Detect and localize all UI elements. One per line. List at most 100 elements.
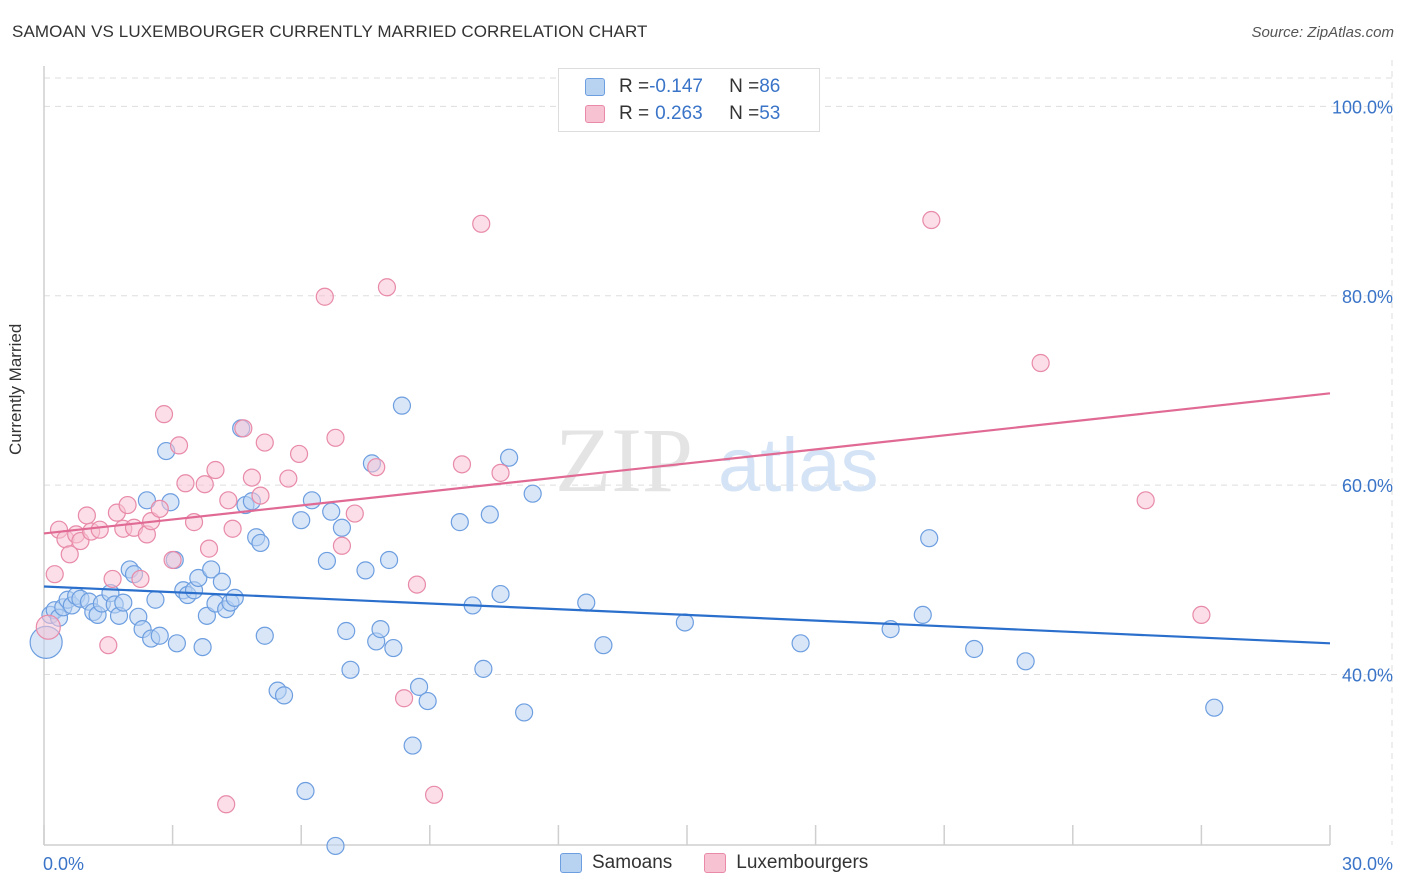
legend-r-value: -0.147 [649,76,703,97]
luxembourgers-point [424,785,444,804]
legend-r-value: 0.263 [655,103,703,124]
x-tick-label: 0.0% [43,854,84,874]
samoans-point [356,561,375,580]
luxembourgers-point [289,444,309,464]
luxembourgers-point [367,458,386,477]
luxembourgers-point [1192,605,1211,625]
luxembourgers-point [377,278,397,297]
luxembourgers-point [199,539,219,558]
legend-n-label: N = [729,103,760,124]
samoans-point [515,703,534,722]
luxembourgers-point [176,474,195,493]
samoans-point [317,551,337,571]
luxembourgers-point [491,463,510,482]
luxembourgers-point [90,520,109,539]
source-label: Source: ZipAtlas.com [1251,24,1394,41]
luxembourgers-point [279,469,298,488]
samoans-point [474,659,493,678]
series-legend: Samoans Luxembourgers [560,852,868,874]
samoans-point [675,613,694,632]
luxembourgers-point [255,433,274,452]
luxembourgers-point [332,536,352,555]
legend-n-label: N = [729,76,760,97]
luxembourgers-point [45,565,64,584]
luxembourgers-point [99,636,118,655]
samoans-point [255,626,274,645]
y-tick-label: 60.0% [1342,476,1393,496]
luxembourgers-point [223,519,242,538]
samoans-point [384,638,403,658]
legend-row-samoans: R = -0.147 N = 86 [585,75,780,99]
luxembourgers-points [35,210,1211,814]
y-axis-title: Currently Married [6,324,26,455]
samoans-point [577,593,596,612]
samoans-point [791,634,810,653]
x-tick-label: 30.0% [1342,854,1393,874]
samoans-point [202,560,221,579]
samoans-point [322,502,341,521]
samoans-point [403,736,422,755]
y-tick-label: 80.0% [1342,287,1393,307]
samoans-point [1016,652,1035,671]
samoans-point [418,691,437,711]
luxembourgers-point [131,569,150,589]
samoans-trend-line [43,585,1331,645]
samoans-point [523,484,542,503]
samoans-legend-label: Samoans [592,852,673,873]
correlation-legend: R = -0.147 N = 86 R = 0.263 N = 53 [558,68,820,132]
luxembourgers-point [219,491,238,510]
samoans-point [326,836,345,856]
legend-r-label: R = [619,103,650,124]
samoans-point [150,626,169,645]
luxembourgers-point [922,210,941,230]
samoans-point [491,584,510,604]
luxembourgers-point [118,495,137,515]
samoans-point [274,686,294,705]
samoans-point [920,529,939,548]
y-tick-label: 100.0% [1332,97,1393,117]
legend-r-label: R = [619,76,650,97]
luxembourgers-point [35,614,61,640]
samoans-point [1205,698,1224,717]
luxembourgers-swatch [585,105,605,123]
samoans-point [197,606,216,625]
luxembourgers-trend-line [43,392,1331,535]
grid-lines [44,60,1393,845]
luxembourgers-point [206,460,225,480]
samoans-point [212,572,231,591]
luxembourgers-point [169,436,189,455]
y-axis-title-text: Currently Married [6,323,25,455]
luxembourgers-point [452,455,472,474]
luxembourgers-point [150,499,169,518]
watermark: ZIP atlas [555,409,879,511]
luxembourgers-legend-label: Luxembourgers [736,852,869,873]
samoans-point [371,620,390,639]
luxembourgers-point [1136,491,1155,510]
samoans-point [450,513,469,532]
samoans-point [332,518,352,537]
luxembourgers-point [103,569,122,589]
luxembourgers-point [1031,353,1050,373]
luxembourgers-point [77,506,96,525]
samoans-point [500,448,519,467]
luxembourgers-point [315,287,334,306]
samoans-point [251,533,270,553]
watermark-atlas: atlas [718,423,879,508]
samoans-legend-swatch [560,853,582,873]
samoans-point [594,636,613,655]
samoans-point [189,568,208,588]
samoans-swatch [585,78,605,96]
samoans-point [296,781,315,801]
samoans-point [302,491,322,510]
samoans-point [337,621,356,641]
legend-row-luxembourgers: R = 0.263 N = 53 [585,102,780,126]
luxembourgers-point [472,214,491,233]
y-tick-label: 40.0% [1342,666,1393,686]
luxembourgers-point [394,689,414,708]
trend-lines [43,392,1331,645]
luxembourgers-legend-swatch [704,853,727,873]
samoans-point [392,396,412,415]
luxembourgers-point [326,428,345,447]
watermark-zip: ZIP [555,409,693,511]
